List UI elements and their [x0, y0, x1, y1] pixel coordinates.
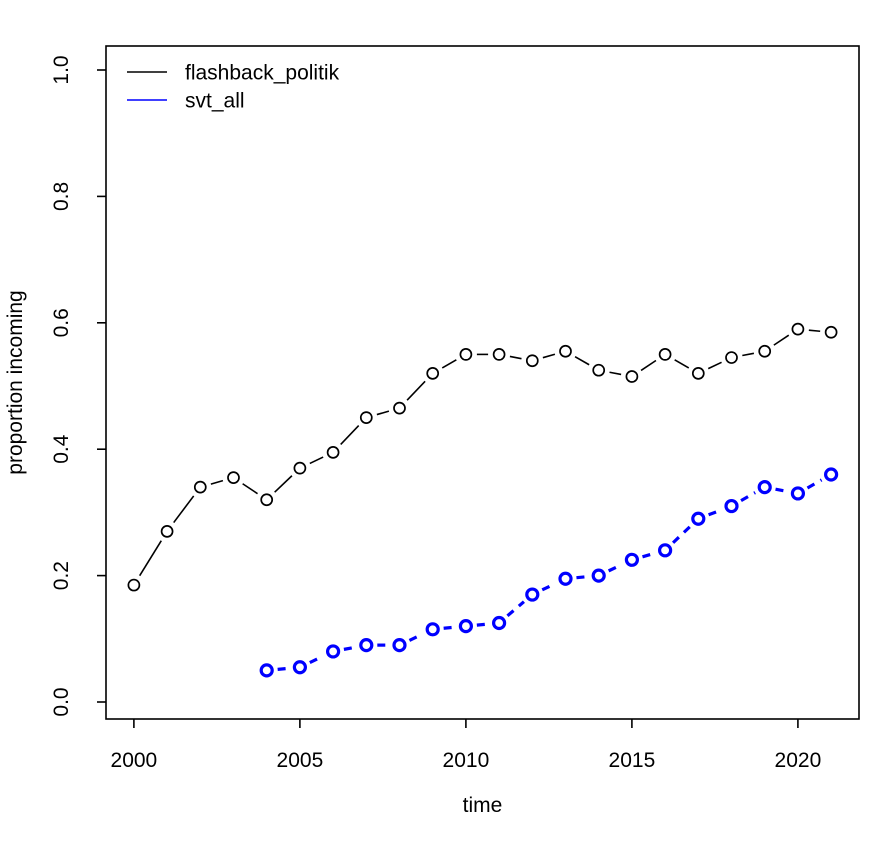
x-axis-title: time	[463, 794, 503, 817]
series-flashback_politik-segment	[274, 475, 293, 493]
series-flashback_politik-segment	[173, 495, 195, 524]
series-flashback_politik-segment	[340, 425, 360, 445]
series-svt_all-marker	[558, 571, 573, 586]
series-flashback_politik-marker	[160, 525, 174, 538]
series-flashback_politik-marker	[127, 578, 141, 592]
series-svt_all-segment	[708, 508, 722, 517]
x-axis-tick-label: 2020	[775, 749, 822, 772]
y-axis-tick-label: 0.8	[50, 182, 73, 211]
legend-label: flashback_politik	[185, 62, 340, 85]
series-svt_all-marker	[591, 568, 606, 583]
series-svt_all-marker	[525, 587, 540, 602]
series-flashback_politik-marker	[492, 348, 506, 361]
series-flashback_politik-segment	[138, 540, 162, 577]
series-svt_all-segment	[476, 622, 489, 627]
series-flashback_politik-segment	[242, 483, 258, 495]
legend-label: svt_all	[185, 90, 245, 113]
series-svt_all-segment	[740, 491, 756, 503]
series-flashback_politik-segment	[640, 359, 657, 372]
series-svt_all-marker	[757, 480, 772, 495]
series-flashback_politik-marker	[293, 461, 307, 475]
series-svt_all-marker	[458, 619, 473, 634]
series-flashback_politik-marker	[459, 348, 473, 361]
series-svt_all-marker	[691, 511, 706, 526]
x-axis-tick-label: 2005	[277, 749, 324, 772]
series-flashback_politik-segment	[609, 371, 622, 376]
series-flashback_politik-marker	[393, 401, 406, 415]
series-svt_all-segment	[506, 600, 525, 618]
series-flashback_politik-marker	[691, 367, 705, 380]
series-svt_all-segment	[443, 625, 456, 630]
series-svt_all-segment	[277, 666, 290, 671]
series-flashback_politik-marker	[592, 363, 606, 377]
series-flashback_politik-segment	[707, 361, 722, 370]
series-svt_all-marker	[359, 638, 374, 653]
series-svt_all-segment	[775, 487, 788, 493]
series-flashback_politik-segment	[406, 380, 426, 401]
series-flashback_politik-segment	[376, 410, 390, 416]
series-flashback_politik-segment	[210, 479, 224, 485]
series-flashback_politik-marker	[758, 344, 772, 358]
series-flashback_politik-marker	[260, 493, 274, 507]
series-flashback_politik-marker	[326, 446, 340, 459]
series-flashback_politik-segment	[574, 356, 590, 366]
series-svt_all-marker	[259, 663, 274, 678]
series-svt_all-segment	[576, 575, 588, 580]
series-flashback_politik-marker	[359, 411, 373, 424]
series-flashback_politik-segment	[509, 355, 522, 360]
series-flashback_politik-segment	[742, 352, 755, 357]
series-svt_all-marker	[824, 467, 839, 482]
series-svt_all-segment	[607, 563, 623, 573]
series-flashback_politik-marker	[824, 325, 838, 339]
series-flashback_politik-marker	[193, 480, 207, 494]
series-flashback_politik-segment	[808, 329, 821, 333]
y-axis-tick-label: 0.6	[50, 308, 73, 337]
series-flashback_politik-marker	[426, 367, 440, 380]
y-axis-title: proportion incoming	[4, 290, 27, 474]
series-svt_all-segment	[309, 654, 324, 664]
series-flashback_politik-segment	[441, 359, 457, 369]
series-flashback_politik-segment	[674, 359, 690, 369]
series-flashback_politik-marker	[559, 344, 572, 358]
y-axis-tick-label: 1.0	[50, 55, 73, 84]
series-svt_all-marker	[492, 615, 507, 631]
series-svt_all-segment	[343, 645, 356, 651]
series-svt_all-segment	[541, 582, 557, 592]
plot-frame	[105, 45, 860, 720]
x-axis-tick-label: 2015	[609, 749, 656, 772]
series-svt_all-marker	[658, 543, 673, 558]
series-svt_all-marker	[325, 644, 341, 659]
series-flashback_politik-segment	[309, 456, 324, 465]
series-svt_all-marker	[392, 638, 407, 653]
x-axis-tick-label: 2000	[111, 749, 158, 772]
series-svt_all-marker	[425, 622, 440, 637]
series-svt_all-marker	[624, 552, 640, 567]
series-flashback_politik-marker	[725, 351, 738, 364]
series-flashback_politik-marker	[625, 370, 639, 383]
series-svt_all-marker	[790, 486, 806, 501]
series-svt_all-marker	[292, 660, 307, 675]
series-flashback_politik-marker	[658, 348, 672, 361]
series-flashback_politik-marker	[525, 354, 539, 368]
series-svt_all-segment	[408, 632, 424, 642]
series-flashback_politik-segment	[773, 334, 790, 346]
y-axis-tick-label: 0.4	[50, 434, 73, 464]
x-axis-tick-label: 2010	[443, 749, 490, 772]
series-flashback_politik-marker	[791, 322, 805, 336]
y-axis-tick-label: 0.0	[50, 687, 73, 716]
series-svt_all-segment	[671, 525, 692, 544]
series-svt_all-segment	[642, 551, 655, 559]
series-svt_all-segment	[806, 478, 823, 490]
series-flashback_politik-segment	[542, 353, 556, 359]
y-axis-tick-label: 0.2	[50, 561, 73, 590]
series-flashback_politik-marker	[227, 471, 240, 484]
series-svt_all-marker	[724, 498, 739, 514]
